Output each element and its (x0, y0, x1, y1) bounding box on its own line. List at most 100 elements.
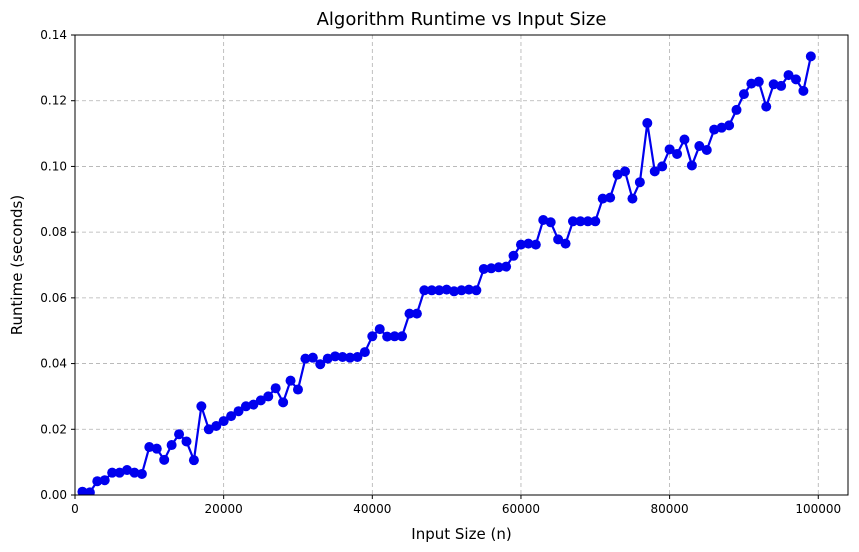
x-axis: 0 20000 40000 60000 80000 100000 (71, 495, 841, 516)
data-point (597, 193, 608, 204)
data-point (449, 286, 460, 297)
data-point (523, 238, 534, 249)
data-point (389, 331, 400, 342)
data-point (790, 74, 801, 85)
data-point (285, 375, 296, 386)
data-point (278, 397, 289, 408)
data-point (397, 331, 408, 342)
data-point (181, 436, 192, 447)
data-point (567, 216, 578, 227)
x-tick-label: 60000 (502, 502, 540, 516)
data-point (226, 411, 237, 422)
data-point (590, 216, 601, 227)
y-tick-label: 0.04 (40, 357, 67, 371)
data-point (738, 89, 749, 100)
data-point (486, 263, 497, 274)
data-point (233, 406, 244, 417)
x-tick-label: 20000 (205, 502, 243, 516)
data-point (151, 443, 162, 454)
data-point (240, 401, 251, 412)
data-point (657, 161, 668, 172)
data-point (798, 85, 809, 96)
y-tick-label: 0.14 (40, 28, 67, 42)
data-point (218, 416, 229, 427)
y-tick-label: 0.06 (40, 291, 67, 305)
data-point (575, 216, 586, 227)
data-point (307, 352, 318, 363)
data-point (84, 487, 95, 495)
data-point (426, 285, 437, 296)
data-point (679, 134, 690, 145)
data-point (731, 104, 742, 115)
x-tick-label: 100000 (795, 502, 841, 516)
data-point (627, 193, 638, 204)
data-point (359, 347, 370, 358)
data-point (136, 468, 147, 479)
data-point (783, 70, 794, 81)
data-point (701, 145, 712, 155)
x-tick-label: 80000 (651, 502, 689, 516)
data-point (553, 234, 564, 245)
data-point (92, 476, 103, 487)
data-point (620, 166, 631, 177)
data-point (174, 429, 185, 440)
data-point (411, 308, 422, 319)
x-tick-label: 0 (71, 502, 79, 516)
data-point (776, 80, 787, 91)
y-tick-label: 0.00 (40, 488, 67, 502)
data-point (456, 285, 467, 296)
data-point (248, 399, 259, 410)
data-point (337, 352, 348, 362)
data-point (159, 454, 170, 465)
y-axis-label: Runtime (seconds) (8, 195, 26, 335)
data-point (144, 442, 155, 453)
data-point (493, 262, 504, 273)
data-point (463, 284, 474, 295)
data-point (664, 144, 675, 155)
data-point (374, 324, 385, 335)
data-series (77, 51, 816, 495)
data-point (382, 331, 393, 342)
data-point (166, 440, 177, 451)
data-point (441, 284, 452, 295)
data-point (107, 467, 118, 478)
data-point (649, 166, 660, 177)
y-axis: 0.00 0.02 0.04 0.06 0.08 0.10 0.12 0.14 (40, 28, 75, 502)
data-point (642, 118, 653, 129)
data-point (129, 467, 140, 478)
data-point (515, 239, 526, 250)
y-tick-label: 0.08 (40, 225, 67, 239)
data-point (686, 160, 697, 171)
x-axis-label: Input Size (n) (411, 525, 511, 543)
data-point (300, 353, 311, 364)
data-point (605, 192, 616, 203)
data-point (211, 421, 222, 431)
data-point (270, 383, 281, 394)
data-point (263, 391, 274, 402)
data-point (471, 285, 482, 296)
data-point (805, 51, 816, 62)
y-tick-label: 0.12 (40, 94, 67, 108)
plot-area-frame (74, 34, 849, 496)
data-point (188, 455, 199, 466)
data-point (99, 475, 110, 486)
data-point (761, 101, 772, 112)
data-point (501, 261, 512, 272)
data-point (196, 401, 207, 412)
data-point (419, 285, 430, 296)
data-point (352, 352, 363, 362)
x-tick-label: 40000 (353, 502, 391, 516)
series-layer (77, 51, 816, 495)
data-point (694, 141, 705, 152)
data-point (345, 352, 356, 363)
data-point (255, 395, 266, 406)
data-point (434, 285, 445, 296)
y-tick-label: 0.10 (40, 159, 67, 173)
data-point (478, 263, 489, 274)
data-point (634, 177, 645, 188)
data-point (508, 250, 519, 261)
data-point (672, 148, 683, 159)
data-point (404, 308, 415, 319)
